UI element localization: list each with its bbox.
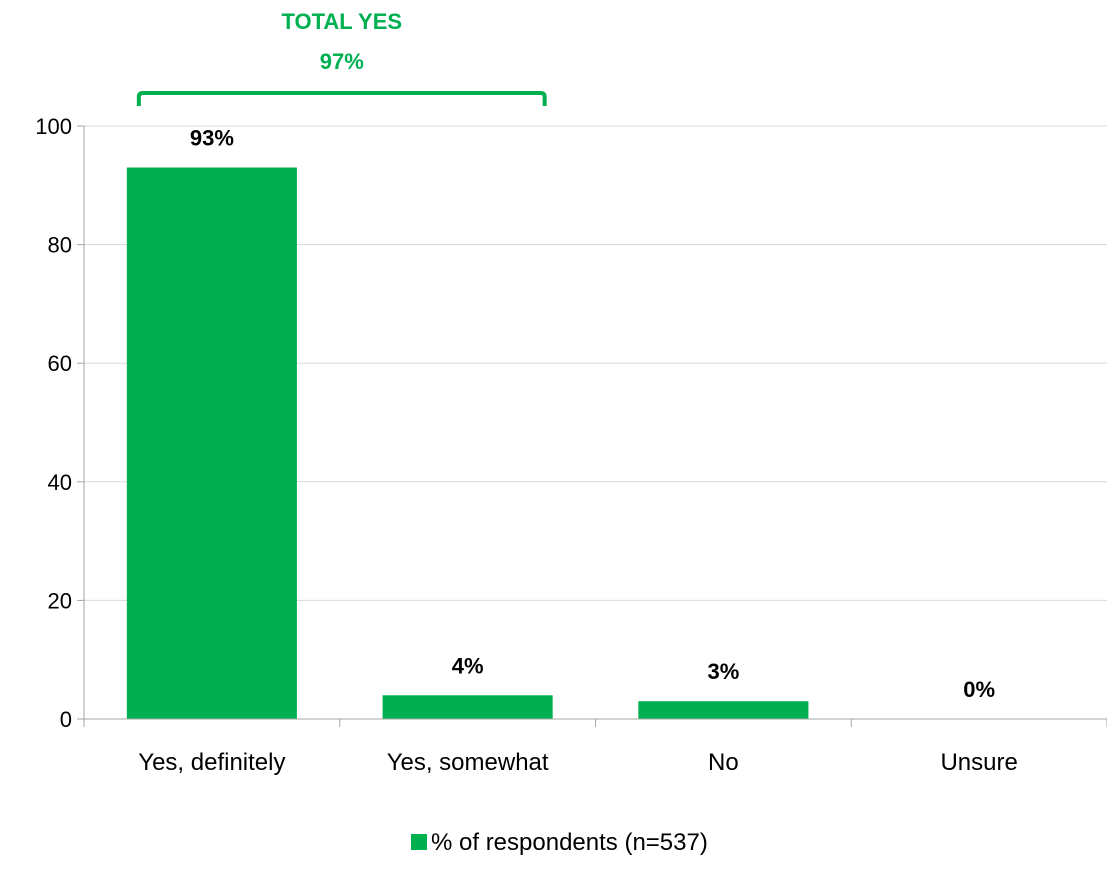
- annotation-value: 97%: [320, 49, 364, 74]
- x-tick-label-3: Unsure: [940, 749, 1017, 776]
- x-tick-label-1: Yes, somewhat: [387, 749, 549, 776]
- bar-2: [638, 701, 809, 719]
- y-tick-label-40: 40: [48, 470, 72, 495]
- y-tick-label-60: 60: [48, 351, 72, 376]
- total-yes-annotation: TOTAL YES 97%: [136, 9, 547, 106]
- x-tick-label-2: No: [708, 749, 739, 776]
- y-tick-label-100: 100: [35, 114, 72, 139]
- legend-swatch: [411, 834, 427, 850]
- bar-1: [382, 695, 553, 719]
- x-tick-label-0: Yes, definitely: [138, 749, 285, 776]
- data-label-0: 93%: [190, 126, 234, 151]
- bars: [126, 167, 809, 719]
- legend-label: % of respondents (n=537): [431, 829, 708, 856]
- annotation-bracket: [136, 91, 547, 106]
- legend: % of respondents (n=537): [411, 829, 708, 856]
- data-label-1: 4%: [452, 653, 484, 678]
- bar-0: [126, 167, 297, 719]
- axes: 0 20 40 60 80 100 Yes, definitely Yes, somewhat…: [35, 114, 1107, 776]
- y-tick-label-0: 0: [60, 707, 72, 732]
- y-tick-label-20: 20: [48, 588, 72, 613]
- data-labels: 93% 4% 3% 0%: [190, 126, 995, 702]
- data-label-3: 0%: [963, 677, 995, 702]
- y-tick-label-80: 80: [48, 233, 72, 258]
- data-label-2: 3%: [707, 659, 739, 684]
- annotation-title: TOTAL YES: [281, 9, 402, 34]
